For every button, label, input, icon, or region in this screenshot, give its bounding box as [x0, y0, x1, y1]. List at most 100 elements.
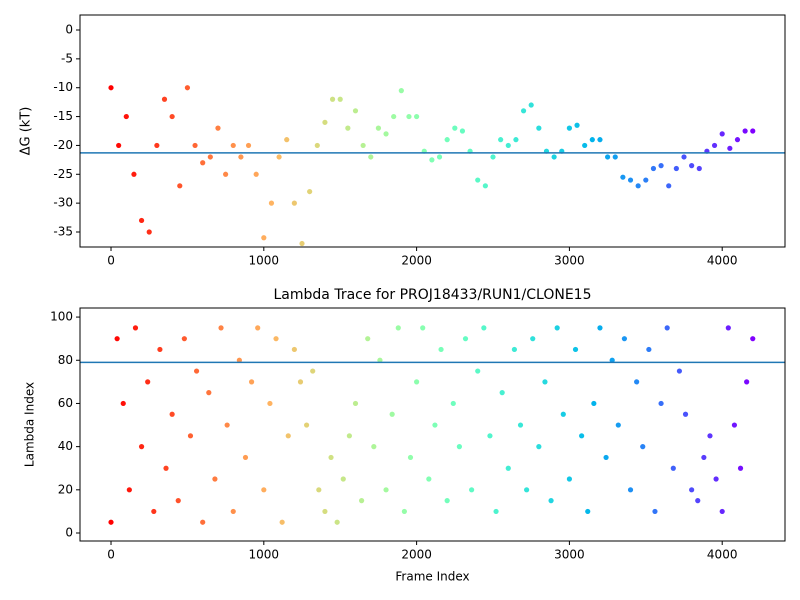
- point: [436, 154, 443, 160]
- point: [517, 422, 524, 428]
- point: [591, 400, 597, 407]
- point: [200, 160, 206, 166]
- point: [711, 142, 718, 149]
- point: [689, 487, 695, 493]
- point: [132, 325, 139, 331]
- point: [742, 128, 748, 134]
- point: [620, 174, 626, 180]
- point: [681, 154, 687, 160]
- x-tick-label: 3000: [554, 254, 585, 268]
- point: [438, 346, 444, 353]
- point: [511, 346, 517, 353]
- y-axis-label: Lambda Index: [23, 382, 37, 467]
- point: [505, 465, 511, 471]
- point: [673, 165, 679, 172]
- point: [658, 163, 664, 169]
- point: [640, 444, 646, 450]
- point: [248, 379, 255, 385]
- point: [612, 154, 618, 160]
- point: [520, 108, 527, 114]
- point: [329, 96, 336, 102]
- point: [452, 125, 458, 131]
- point: [420, 325, 426, 331]
- point: [407, 454, 414, 461]
- point: [727, 145, 733, 151]
- point: [701, 454, 707, 461]
- y-tick-label: 0: [65, 526, 73, 540]
- point: [273, 336, 279, 342]
- point: [261, 487, 267, 493]
- point: [652, 508, 658, 515]
- point: [126, 487, 132, 493]
- point: [725, 325, 731, 331]
- point: [566, 125, 573, 131]
- point: [737, 465, 744, 471]
- point: [230, 508, 236, 515]
- x-tick-label: 0: [107, 254, 115, 268]
- point: [108, 519, 114, 525]
- y-tick-label: 80: [58, 353, 73, 367]
- point: [589, 137, 595, 143]
- point: [116, 142, 122, 149]
- point: [646, 346, 652, 353]
- point: [268, 200, 275, 206]
- point: [676, 368, 683, 374]
- point: [193, 368, 200, 374]
- point: [487, 433, 493, 439]
- y-tick-label: 100: [50, 310, 73, 324]
- x-tick-label: 0: [107, 548, 115, 562]
- point: [572, 346, 579, 353]
- y-tick-label: -30: [53, 196, 73, 210]
- x-tick-label: 2000: [401, 548, 432, 562]
- point: [391, 113, 397, 120]
- point: [566, 476, 573, 482]
- point: [707, 433, 713, 439]
- point: [713, 476, 719, 482]
- point: [450, 400, 456, 407]
- point: [310, 368, 316, 374]
- point: [184, 85, 191, 91]
- point: [297, 379, 304, 385]
- point: [291, 346, 297, 353]
- point: [377, 357, 383, 363]
- point: [138, 217, 145, 224]
- point: [579, 433, 585, 439]
- point: [499, 390, 505, 396]
- point: [554, 325, 560, 331]
- point: [597, 325, 603, 331]
- point: [322, 508, 328, 515]
- point: [334, 519, 340, 525]
- point: [114, 336, 120, 342]
- point: [634, 379, 640, 385]
- point: [177, 183, 183, 189]
- point: [689, 163, 695, 169]
- y-tick-label: 20: [58, 482, 73, 496]
- point: [744, 379, 750, 385]
- y-tick-label: 60: [58, 396, 73, 410]
- x-axis-label: Frame Index: [395, 570, 469, 584]
- point: [670, 465, 676, 471]
- point: [456, 444, 462, 450]
- point: [429, 157, 435, 163]
- point: [560, 411, 566, 417]
- point: [490, 154, 496, 160]
- point: [582, 142, 588, 149]
- point: [605, 154, 611, 160]
- point: [108, 85, 114, 91]
- point: [279, 519, 285, 525]
- point: [493, 508, 499, 515]
- x-tick-label: 1000: [249, 254, 280, 268]
- point: [154, 142, 160, 149]
- point: [352, 400, 359, 407]
- point: [513, 137, 519, 143]
- point: [475, 177, 481, 183]
- x-tick-label: 4000: [707, 548, 738, 562]
- point: [682, 411, 689, 417]
- point: [285, 433, 291, 439]
- point: [123, 113, 129, 120]
- point: [365, 336, 371, 342]
- point: [145, 379, 151, 385]
- point: [316, 487, 322, 493]
- point: [146, 229, 152, 235]
